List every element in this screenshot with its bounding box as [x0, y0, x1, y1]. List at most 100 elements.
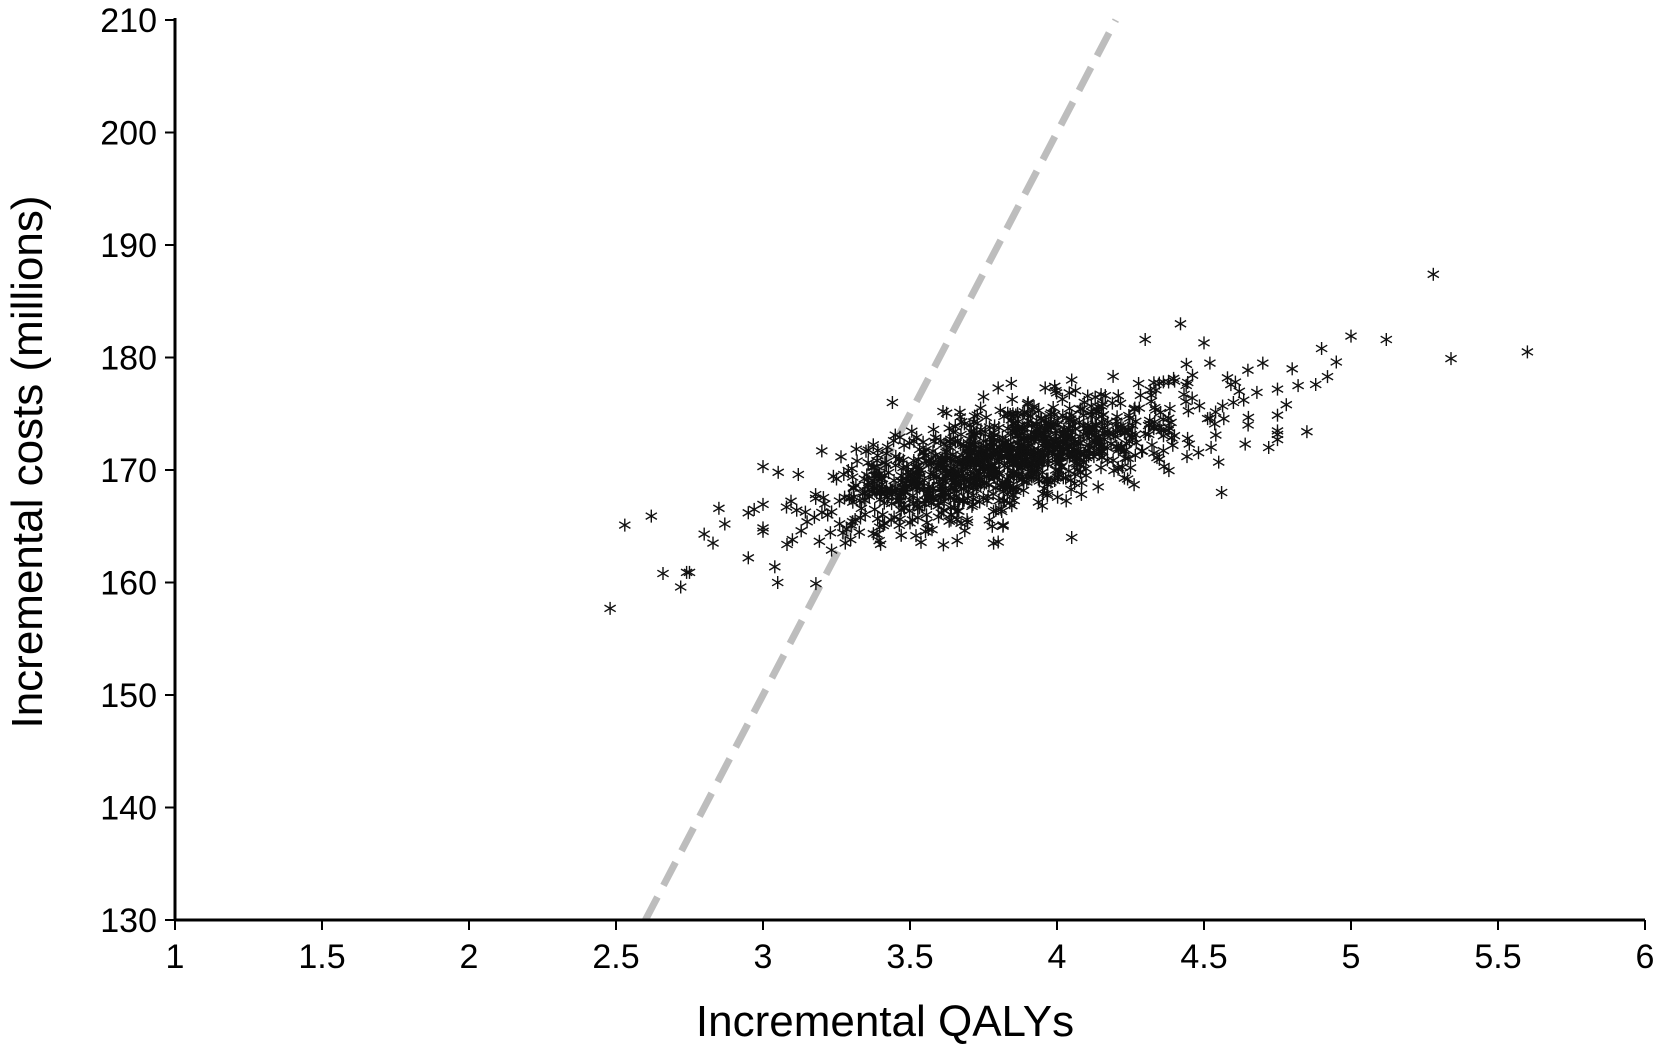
data-point [757, 497, 769, 511]
data-point [1122, 423, 1134, 437]
data-point [909, 461, 922, 475]
data-point [998, 410, 1010, 423]
x-tick-label: 5 [1342, 938, 1361, 976]
y-tick-label: 160 [100, 565, 157, 603]
data-point [918, 497, 931, 511]
data-point [1047, 401, 1060, 414]
data-point [956, 493, 969, 507]
data-point [757, 460, 769, 474]
data-point [1521, 345, 1534, 359]
data-point [1030, 417, 1043, 431]
data-point [894, 512, 906, 526]
tick-labels: 1 1.5 2 2.5 3 3.5 4 4.5 5 5.5 6 130 140 150 160 170 180 1… [100, 2, 1654, 976]
data-point [1168, 374, 1181, 388]
data-point [1204, 411, 1217, 425]
data-point [851, 454, 864, 468]
data-point [604, 601, 617, 615]
data-point [1233, 384, 1246, 398]
data-point [878, 516, 891, 530]
data-point [1060, 494, 1073, 508]
data-point [1012, 468, 1025, 482]
data-point [757, 521, 769, 535]
data-point [956, 448, 969, 462]
data-point [1134, 388, 1147, 402]
data-point [1221, 371, 1234, 385]
data-point [785, 494, 797, 508]
data-point [1139, 333, 1152, 346]
data-point [904, 516, 916, 530]
data-point [1093, 445, 1106, 459]
data-point [1239, 437, 1252, 451]
data-point [1009, 484, 1022, 498]
data-point [1149, 383, 1162, 397]
data-point [997, 518, 1010, 532]
x-tick-label: 1 [166, 938, 185, 976]
data-point [1119, 451, 1132, 465]
data-point [718, 517, 731, 531]
data-point [1148, 446, 1160, 460]
data-point [1209, 405, 1222, 419]
data-point [1007, 468, 1020, 482]
data-point [835, 450, 847, 464]
data-point [1158, 459, 1171, 473]
data-point [1227, 396, 1240, 409]
y-axis-label: Incremental costs (millions) [3, 195, 52, 728]
data-point [1069, 422, 1082, 436]
data-point [886, 396, 899, 409]
data-point [1203, 356, 1216, 370]
data-point [1280, 398, 1293, 412]
data-point [833, 517, 846, 531]
data-point [1063, 386, 1076, 400]
data-point [1106, 396, 1119, 410]
data-point [989, 503, 1002, 517]
data-point [748, 502, 761, 516]
data-point [1292, 379, 1305, 393]
y-tick-label: 170 [100, 452, 157, 490]
data-point [868, 502, 881, 516]
data-point [1075, 487, 1088, 501]
data-point [845, 491, 858, 505]
data-point [698, 527, 711, 541]
data-point [1321, 370, 1334, 384]
data-point [879, 456, 891, 470]
data-points-layer [604, 267, 1534, 615]
data-point [1174, 317, 1187, 331]
data-point [1182, 404, 1195, 418]
data-point [877, 519, 890, 533]
data-point [980, 410, 993, 424]
data-point [910, 430, 923, 444]
x-tick-label: 3 [754, 938, 773, 976]
data-point [1097, 408, 1110, 422]
data-point [707, 536, 719, 550]
data-point [1122, 409, 1135, 422]
y-tick-label: 210 [100, 2, 157, 40]
data-point [954, 410, 967, 424]
data-point [937, 538, 950, 552]
data-point [781, 538, 793, 551]
data-point [1132, 377, 1145, 390]
data-point [1089, 390, 1102, 404]
data-point [895, 528, 908, 542]
data-point [1166, 438, 1179, 452]
data-point [904, 479, 916, 493]
x-tick-label: 2.5 [592, 938, 639, 976]
data-point [1092, 480, 1105, 494]
data-point [1130, 436, 1143, 450]
data-point [853, 525, 866, 539]
data-point [1095, 415, 1108, 429]
data-point [932, 510, 945, 524]
data-point [1192, 446, 1205, 460]
data-point [854, 511, 867, 525]
data-point [1215, 486, 1228, 499]
data-point [962, 480, 975, 494]
data-point [987, 487, 1000, 501]
data-point [948, 465, 961, 479]
data-point [618, 518, 631, 532]
data-point [932, 499, 945, 513]
data-point [978, 461, 991, 475]
data-point [971, 408, 984, 422]
data-point [772, 465, 785, 479]
data-point [843, 491, 856, 505]
data-point [951, 534, 964, 548]
